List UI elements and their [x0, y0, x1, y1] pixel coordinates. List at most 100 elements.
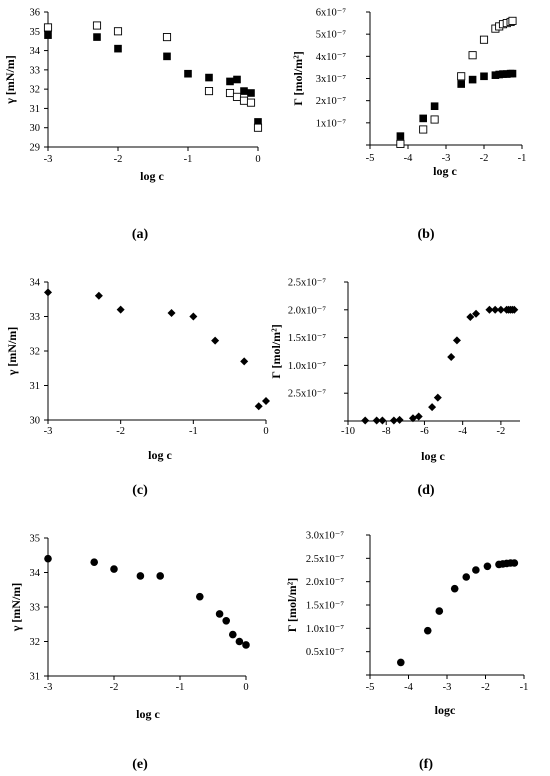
- data-point: [396, 132, 405, 140]
- x-tick-label: -2: [497, 426, 506, 437]
- data-point: [204, 87, 214, 96]
- data-point: [184, 69, 192, 78]
- data-point: [43, 23, 53, 32]
- x-tick-label: -2: [110, 682, 119, 693]
- x-tick-label: -4: [404, 682, 413, 693]
- data-point: [378, 416, 387, 425]
- data-point: [94, 291, 103, 300]
- y-tick-label: 32: [30, 347, 41, 358]
- y-tick-label: 35: [30, 534, 41, 545]
- data-point: [239, 96, 249, 105]
- data-point: [253, 123, 263, 132]
- data-point: [423, 626, 432, 635]
- data-point: [136, 572, 145, 580]
- data-point: [491, 305, 500, 314]
- data-point: [508, 69, 517, 78]
- y-tick-label: 33: [30, 312, 41, 323]
- x-tick-label: -3: [44, 154, 53, 165]
- x-tick-label: -2: [114, 154, 123, 165]
- data-point: [485, 305, 494, 314]
- data-point: [254, 118, 262, 126]
- data-point: [483, 562, 492, 571]
- panel-label: (a): [132, 227, 149, 242]
- data-point: [472, 309, 481, 318]
- data-point: [395, 415, 404, 424]
- data-point: [452, 336, 461, 345]
- data-point: [44, 288, 52, 297]
- x-tick-label: -4: [404, 153, 413, 164]
- data-point: [450, 584, 459, 593]
- y-tick-label: 2x10⁻⁷: [316, 96, 347, 107]
- y-tick-label: 36: [30, 8, 41, 19]
- data-point: [225, 88, 235, 98]
- data-point: [240, 357, 249, 366]
- y-tick-label: 6x10⁻⁷: [316, 8, 347, 19]
- data-point: [90, 558, 98, 566]
- x-tick-label: -8: [382, 426, 391, 437]
- data-point: [215, 610, 224, 618]
- x-tick-label: -3: [44, 682, 53, 693]
- y-tick-label: 31: [30, 104, 41, 115]
- data-point: [226, 77, 234, 86]
- y-tick-label: 3x10⁻⁷: [316, 74, 347, 85]
- y-axis-label: Γ [mol/m²]: [269, 324, 283, 378]
- x-tick-label: -1: [184, 154, 193, 165]
- y-tick-label: 2.5x10⁻⁷: [306, 554, 344, 565]
- data-point: [110, 565, 118, 573]
- x-axis-label: log c: [421, 449, 445, 463]
- x-tick-label: -2: [480, 153, 489, 164]
- data-point: [254, 402, 263, 411]
- data-point: [205, 73, 213, 82]
- data-point: [408, 414, 417, 423]
- data-point: [462, 573, 471, 581]
- data-point: [232, 92, 242, 101]
- y-tick-label: 30: [30, 416, 41, 427]
- y-tick-label: 31: [30, 381, 41, 392]
- data-point: [114, 44, 122, 53]
- data-point: [372, 416, 381, 425]
- y-axis-label: γ [mN/m]: [5, 327, 19, 377]
- y-tick-label: 34: [30, 568, 41, 579]
- data-point: [93, 33, 101, 41]
- y-tick-label: 33: [30, 603, 41, 614]
- data-point: [430, 115, 439, 124]
- y-tick-label: 29: [30, 143, 41, 154]
- x-tick-label: -6: [420, 426, 429, 437]
- y-tick-label: 33: [30, 65, 41, 76]
- data-point: [433, 393, 442, 402]
- data-point: [397, 658, 405, 667]
- x-axis-label: log c: [148, 448, 172, 462]
- data-point: [229, 630, 237, 639]
- data-point: [222, 617, 230, 625]
- y-tick-label: 31: [30, 672, 41, 683]
- x-tick-label: -1: [176, 682, 185, 693]
- panel-label: (e): [132, 757, 148, 772]
- data-point: [430, 102, 439, 111]
- data-point: [457, 80, 465, 88]
- panel-label: (d): [417, 483, 434, 498]
- y-axis-label: γ [mN/m]: [3, 55, 17, 105]
- data-point: [361, 416, 370, 425]
- data-point: [247, 89, 255, 97]
- data-point: [167, 309, 176, 318]
- data-point: [233, 75, 241, 84]
- y-tick-label: 1.0x10⁻⁷: [288, 361, 326, 372]
- x-tick-label: 0: [255, 154, 260, 165]
- data-point: [396, 139, 405, 148]
- y-tick-label: 32: [30, 637, 41, 648]
- data-point: [262, 397, 270, 406]
- data-point: [246, 98, 256, 107]
- data-point: [510, 305, 519, 314]
- y-tick-label: 2.0x10⁻⁷: [306, 577, 344, 588]
- y-tick-label: 2.5x10⁻⁷: [288, 278, 326, 289]
- data-point: [163, 52, 171, 61]
- x-tick-label: -10: [341, 426, 355, 437]
- x-tick-label: -2: [116, 426, 125, 437]
- y-axis-label: Γ [mol/m²]: [285, 578, 299, 632]
- y-axis-label: Γ [mol/m²]: [291, 51, 305, 105]
- data-point: [496, 305, 505, 314]
- data-point: [235, 637, 244, 646]
- y-tick-label: 0.5x10⁻⁷: [306, 647, 344, 658]
- data-point: [156, 572, 164, 580]
